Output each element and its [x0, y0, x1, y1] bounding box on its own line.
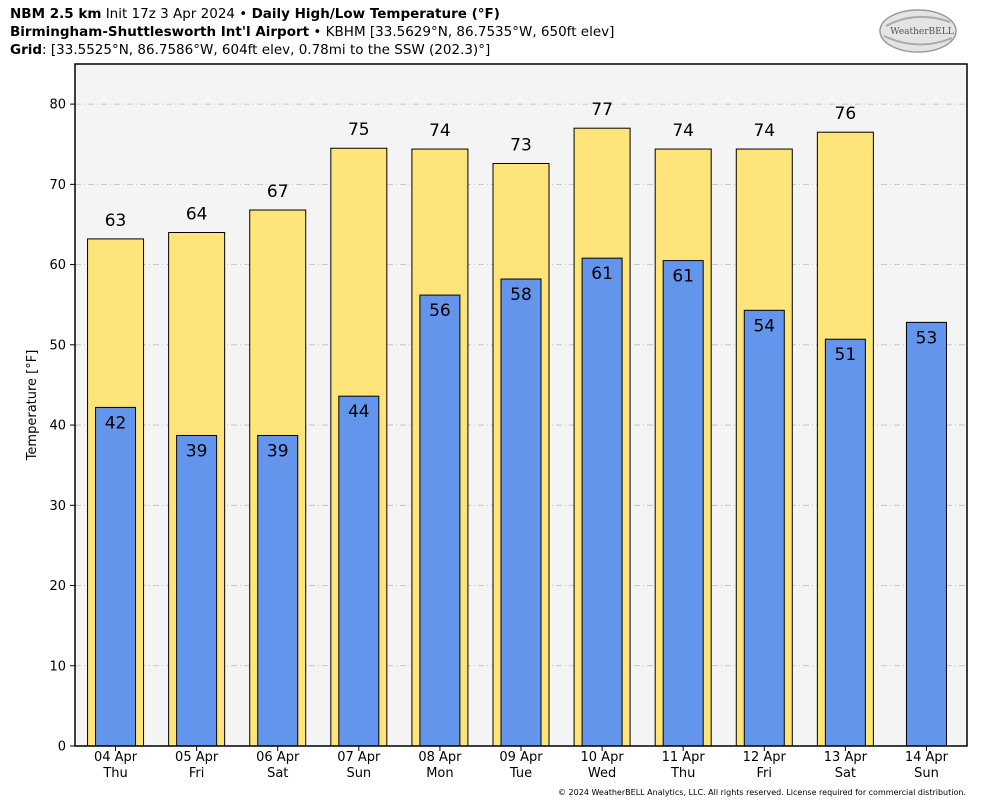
high-temp-label: 67: [267, 182, 289, 202]
low-temp-bar: [500, 278, 542, 747]
header-line-station: Birmingham-Shuttlesworth Int'l Airport •…: [10, 23, 614, 41]
y-tick-label: 20: [49, 579, 66, 594]
high-temp-label: 75: [348, 120, 370, 140]
y-tick-label: 10: [49, 659, 66, 674]
y-tick-label: 80: [49, 98, 66, 113]
y-tick-label: 50: [49, 338, 66, 353]
high-temp-label: 76: [835, 104, 857, 124]
low-temp-label: 39: [267, 441, 289, 461]
low-temp-bar: [824, 338, 866, 747]
x-tick-date: 11 Apr: [662, 750, 706, 765]
init-time: Init 17z 3 Apr 2024: [105, 6, 235, 22]
high-temp-label: 63: [105, 211, 127, 231]
bars: [87, 127, 947, 747]
x-tick-day: Sun: [346, 766, 371, 781]
low-temp-label: 42: [105, 413, 127, 433]
low-temp-label: 58: [510, 285, 532, 305]
x-tick-date: 08 Apr: [418, 750, 462, 765]
x-tick-day: Fri: [189, 766, 205, 781]
station-info: KBHM [33.5629°N, 86.7535°W, 650ft elev]: [325, 24, 615, 40]
model-name: NBM 2.5 km: [10, 6, 102, 22]
grid-label: Grid: [10, 42, 43, 58]
low-temp-label: 54: [753, 316, 775, 336]
low-temp-bar: [176, 434, 218, 747]
low-temp-bar: [95, 406, 137, 747]
x-tick-day: Thu: [102, 766, 127, 781]
low-temp-bar: [905, 321, 947, 747]
low-temp-label: 53: [916, 328, 938, 348]
y-tick-label: 40: [49, 419, 66, 434]
station-name: Birmingham-Shuttlesworth Int'l Airport: [10, 24, 310, 40]
x-tick-date: 14 Apr: [905, 750, 949, 765]
grid-info: : [33.5525°N, 86.7586°W, 604ft elev, 0.7…: [42, 42, 491, 58]
y-tick-label: 30: [49, 499, 66, 514]
separator: •: [313, 24, 322, 40]
x-tick-day: Wed: [588, 766, 616, 781]
x-tick-day: Thu: [670, 766, 695, 781]
x-tick-date: 09 Apr: [499, 750, 543, 765]
low-temp-bar: [419, 294, 461, 747]
x-tick-date: 05 Apr: [175, 750, 219, 765]
x-tick-day: Tue: [509, 766, 532, 781]
x-tick-day: Fri: [757, 766, 773, 781]
high-temp-label: 73: [510, 135, 532, 155]
high-temp-label: 74: [672, 121, 694, 141]
low-temp-bar: [662, 260, 704, 747]
x-tick-day: Mon: [426, 766, 453, 781]
x-tick-date: 04 Apr: [94, 750, 138, 765]
low-temp-label: 61: [591, 264, 613, 284]
product-title: Daily High/Low Temperature (°F): [251, 6, 500, 22]
x-tick-day: Sun: [914, 766, 939, 781]
high-temp-label: 74: [753, 121, 775, 141]
x-tick-date: 10 Apr: [581, 750, 625, 765]
y-tick-label: 0: [58, 740, 66, 755]
y-axis: 0 10 20 30 40 50 60 70 80: [49, 98, 75, 755]
header-line-grid: Grid: [33.5525°N, 86.7586°W, 604ft elev,…: [10, 41, 490, 59]
y-tick-label: 60: [49, 258, 66, 273]
low-temp-bar: [257, 434, 299, 747]
low-temp-label: 51: [835, 345, 857, 365]
y-axis-label: Temperature [°F]: [25, 350, 40, 462]
data-labels: 63 42 64 39 67 39 75 44 74 56 73 58 77 61 74 61 74 54 76 51…: [105, 100, 938, 461]
low-temp-bar: [743, 309, 785, 747]
x-tick-day: Sat: [835, 766, 856, 781]
high-temp-label: 64: [186, 204, 208, 224]
high-temp-label: 77: [591, 100, 613, 120]
separator: •: [239, 6, 248, 22]
logo-text: WeatherBELL: [890, 27, 953, 37]
x-tick-date: 12 Apr: [743, 750, 787, 765]
x-tick-day: Sat: [267, 766, 288, 781]
high-temp-label: 74: [429, 121, 451, 141]
low-temp-label: 44: [348, 402, 370, 422]
x-tick-date: 07 Apr: [337, 750, 381, 765]
y-tick-label: 70: [49, 178, 66, 193]
copyright-notice: © 2024 WeatherBELL Analytics, LLC. All r…: [558, 788, 966, 797]
low-temp-label: 56: [429, 301, 451, 321]
low-temp-label: 39: [186, 441, 208, 461]
x-tick-date: 13 Apr: [824, 750, 868, 765]
low-temp-label: 61: [672, 267, 694, 287]
header-line-model: NBM 2.5 km Init 17z 3 Apr 2024 • Daily H…: [10, 5, 500, 23]
low-temp-bar: [581, 257, 623, 747]
weatherbell-logo: WeatherBELL: [879, 9, 957, 53]
x-tick-date: 06 Apr: [256, 750, 300, 765]
low-temp-bar: [338, 395, 380, 747]
